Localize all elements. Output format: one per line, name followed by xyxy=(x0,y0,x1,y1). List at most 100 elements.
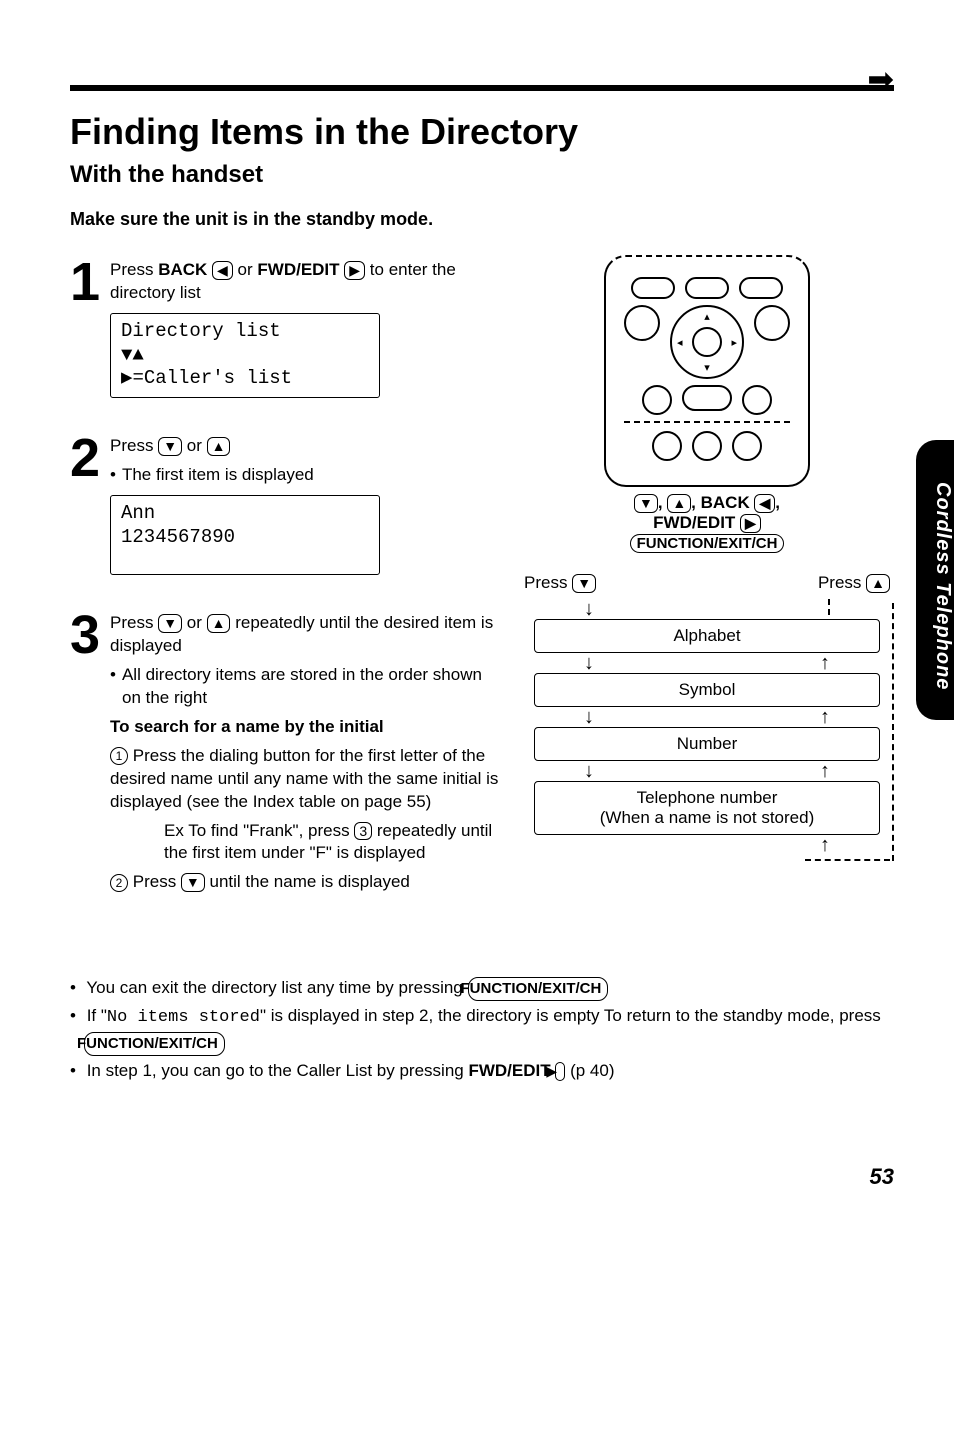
step-number: 1 xyxy=(70,255,110,406)
up-button-icon: ▲ xyxy=(207,437,231,456)
text: If " xyxy=(87,1006,107,1025)
handset-button xyxy=(739,277,783,299)
handset-button xyxy=(685,277,729,299)
horizontal-rule xyxy=(70,85,894,91)
flow-dashed-line xyxy=(828,599,830,615)
step-3-bullet: All directory items are stored in the or… xyxy=(110,664,500,710)
text: Press xyxy=(133,872,181,891)
text: Press the dialing button for the first l… xyxy=(110,746,498,811)
mono-text: No items stored xyxy=(107,1008,260,1027)
arrow-down-icon: ↓ xyxy=(584,653,594,673)
note-2: If "No items stored" is displayed in ste… xyxy=(70,1003,894,1056)
text: In step 1, you can go to the Caller List… xyxy=(87,1061,469,1080)
dpad-up-icon: ▴ xyxy=(704,310,710,323)
key-3: 3 xyxy=(354,822,372,841)
fwd-label: FWD/EDIT xyxy=(257,260,339,279)
handset-button xyxy=(742,385,772,415)
text: or xyxy=(187,613,207,632)
function-exit-ch-button: FUNCTION/EXIT/CH xyxy=(630,534,785,553)
text: or xyxy=(238,260,258,279)
arrow-up-icon: ↑ xyxy=(820,835,830,855)
text: Press xyxy=(818,573,861,592)
down-button-icon: ▼ xyxy=(181,873,205,892)
handset-button xyxy=(754,305,790,341)
dpad-right-icon: ▸ xyxy=(731,336,737,349)
note-1: You can exit the directory list any time… xyxy=(70,975,894,1001)
example-text: Ex To find "Frank", press 3 repeatedly u… xyxy=(110,820,500,866)
side-tab: Cordless Telephone xyxy=(916,440,954,720)
handset-dpad: ▴ ▾ ◂ ▸ xyxy=(670,305,744,379)
circled-1: 1 xyxy=(110,747,128,765)
lcd-display-2: Ann 1234567890 xyxy=(110,495,380,575)
page-number: 53 xyxy=(70,1164,894,1190)
fwd-label: FWD/EDIT xyxy=(653,513,735,532)
text: until the name is displayed xyxy=(210,872,410,891)
fwd-button-icon: ▶ xyxy=(344,261,365,280)
handset-button xyxy=(642,385,672,415)
down-button-icon: ▼ xyxy=(158,437,182,456)
arrow-up-icon: ↑ xyxy=(820,653,830,673)
dpad-center xyxy=(692,327,722,357)
up-button-icon: ▲ xyxy=(667,494,691,513)
handset-button xyxy=(624,305,660,341)
fwd-button-icon: ▶ xyxy=(555,1062,565,1081)
text: (p 40) xyxy=(570,1061,614,1080)
flow-box-alphabet: Alphabet xyxy=(534,619,880,653)
up-button-icon: ▲ xyxy=(207,614,231,633)
handset-button xyxy=(631,277,675,299)
text: You can exit the directory list any time… xyxy=(86,978,467,997)
handset-button xyxy=(732,431,762,461)
fwd-label: FWD/EDIT xyxy=(468,1061,550,1080)
arrow-down-icon: ↓ xyxy=(584,707,594,727)
text: Press xyxy=(110,436,158,455)
handset-button xyxy=(682,385,732,411)
text: Press xyxy=(110,260,158,279)
page-next-arrow: ➡ xyxy=(867,60,894,98)
arrow-up-icon: ↑ xyxy=(820,761,830,781)
lcd-display-1: Directory list ▼▲ ▶=Caller's list xyxy=(110,313,380,398)
function-exit-ch-button: FUNCTION/EXIT/CH xyxy=(468,977,609,1002)
flow-dashed-line xyxy=(892,603,894,861)
footer-notes: You can exit the directory list any time… xyxy=(70,975,894,1084)
step-1: 1 Press BACK ◀ or FWD/EDIT ▶ to enter th… xyxy=(70,255,500,406)
back-button-icon: ◀ xyxy=(754,494,775,513)
lcd-line: Ann xyxy=(121,502,369,526)
handset-illustration: ▴ ▾ ◂ ▸ xyxy=(520,255,894,487)
lcd-line: ▼▲ xyxy=(121,344,369,368)
text: Press xyxy=(110,613,158,632)
step-2-bullet: The first item is displayed xyxy=(110,464,500,487)
handset-button xyxy=(692,431,722,461)
down-button-icon: ▼ xyxy=(634,494,658,513)
search-subhead: To search for a name by the initial xyxy=(110,716,500,739)
arrow-down-icon: ↓ xyxy=(584,761,594,781)
text: (When a name is not stored) xyxy=(539,808,875,828)
text: or xyxy=(187,436,207,455)
text: " is displayed in step 2, the directory … xyxy=(260,1006,881,1025)
flow-box-symbol: Symbol xyxy=(534,673,880,707)
step-number: 3 xyxy=(70,608,110,900)
substep-1: 1 Press the dialing button for the first… xyxy=(110,745,500,814)
flow-box-number: Number xyxy=(534,727,880,761)
note-3: In step 1, you can go to the Caller List… xyxy=(70,1058,894,1084)
function-exit-ch-button: FUNCTION/EXIT/CH xyxy=(84,1032,225,1057)
lcd-line: ▶=Caller's list xyxy=(121,367,369,391)
page-subtitle: With the handset xyxy=(70,161,894,189)
back-label: BACK xyxy=(701,493,750,512)
arrow-down-icon: ↓ xyxy=(584,599,594,619)
back-label: BACK xyxy=(158,260,207,279)
step-2: 2 Press ▼ or ▲ The first item is display… xyxy=(70,431,500,583)
lcd-line: 1234567890 xyxy=(121,526,369,550)
text: Press xyxy=(524,573,567,592)
step-1-text: Press BACK ◀ or FWD/EDIT ▶ to enter the … xyxy=(110,259,500,305)
page-title: Finding Items in the Directory xyxy=(70,111,894,153)
circled-2: 2 xyxy=(110,874,128,892)
back-button-icon: ◀ xyxy=(212,261,233,280)
handset-caption: ▼, ▲, BACK ◀, FWD/EDIT ▶ FUNCTION/EXIT/C… xyxy=(520,493,894,553)
flow-box-telephone: Telephone number (When a name is not sto… xyxy=(534,781,880,835)
down-button-icon: ▼ xyxy=(572,574,596,593)
dpad-left-icon: ◂ xyxy=(677,336,683,349)
flow-dashed-line xyxy=(805,859,890,861)
press-down-label: Press ▼ xyxy=(524,573,596,593)
fwd-button-icon: ▶ xyxy=(740,514,761,533)
step-2-text: Press ▼ or ▲ xyxy=(110,435,500,458)
